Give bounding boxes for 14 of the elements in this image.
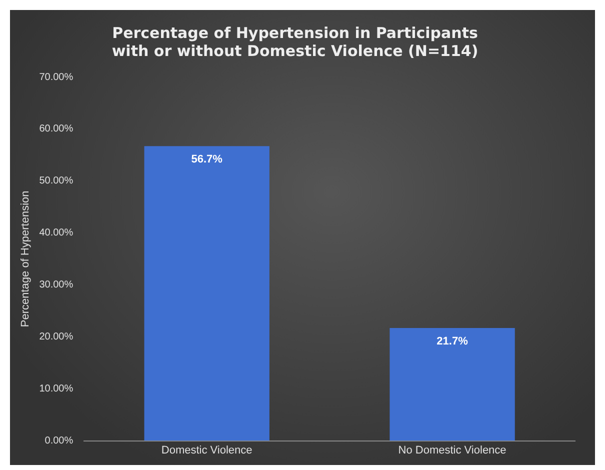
chart-title: Percentage of Hypertension in Participants with or without Domestic Violence (N=114) [112, 24, 478, 60]
x-tick-label: Domestic Violence [161, 444, 252, 456]
y-tick-label: 50.00% [39, 176, 74, 187]
data-label: 21.7% [436, 336, 468, 348]
y-tick-label: 30.00% [39, 280, 74, 291]
x-tick-label: No Domestic Violence [398, 444, 506, 456]
y-tick-label: 10.00% [39, 384, 74, 395]
y-tick-label: 70.00% [39, 72, 74, 83]
y-tick-label: 0.00% [44, 436, 74, 447]
y-tick-label: 20.00% [39, 332, 74, 343]
y-tick-label: 40.00% [39, 228, 74, 239]
data-label: 56.7% [191, 154, 223, 166]
y-tick-label: 60.00% [39, 124, 74, 135]
y-axis-title: Percentage of Hypertension [20, 190, 32, 328]
